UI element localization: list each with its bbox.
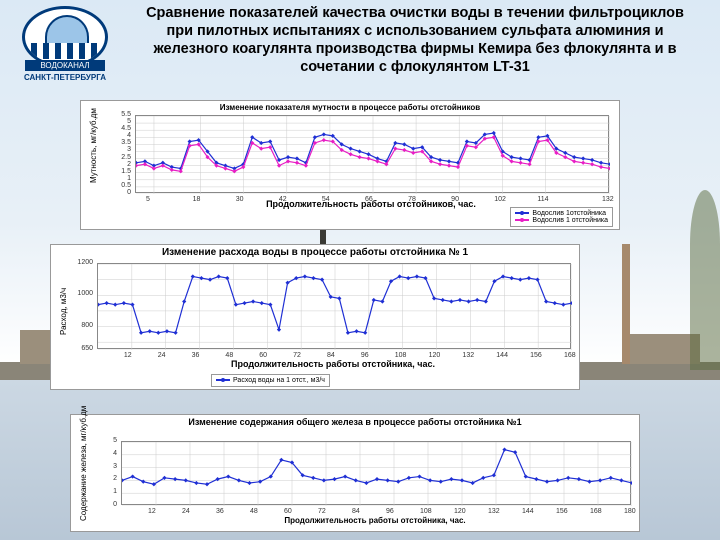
chart2-title: Изменение расхода воды в процессе работы… (51, 245, 579, 260)
chart2-xlabel: Продолжительность работы отстойника, час… (97, 359, 569, 369)
chart1-title: Изменение показателя мутности в процессе… (81, 101, 619, 114)
chart1-legend: Водослив 1отстойника Водослив 1 отстойни… (510, 207, 613, 227)
logo-city: САНКТ-ПЕТЕРБУРГА (10, 73, 120, 82)
chart1-legend-1: Водослив 1 отстойника (532, 217, 608, 224)
chart1-ylabel: Мутность, мг/куб.дм (89, 108, 98, 183)
chart2-legend-0: Расход воды на 1 отст., м3/ч (233, 377, 325, 384)
logo-brand: ВОДОКАНАЛ (25, 60, 105, 71)
iron-chart: Изменение содержания общего железа в про… (70, 414, 640, 532)
chart2-legend: Расход воды на 1 отст., м3/ч (211, 374, 330, 387)
chart3-title: Изменение содержания общего железа в про… (71, 415, 639, 429)
chart3-ylabel: Содержание железа, мг/куб.дм (79, 406, 88, 521)
turbidity-chart: Изменение показателя мутности в процессе… (80, 100, 620, 230)
chart1-legend-0: Водослив 1отстойника (532, 210, 606, 217)
page-title: Сравнение показателей качества очистки в… (140, 4, 690, 77)
vodokanal-logo: ВОДОКАНАЛ САНКТ-ПЕТЕРБУРГА (10, 6, 120, 82)
chart2-ylabel: Расход, м3/ч (59, 288, 68, 335)
chart3-xlabel: Продолжительность работы отстойника, час… (121, 516, 629, 525)
flowrate-chart: Изменение расхода воды в процессе работы… (50, 244, 580, 390)
